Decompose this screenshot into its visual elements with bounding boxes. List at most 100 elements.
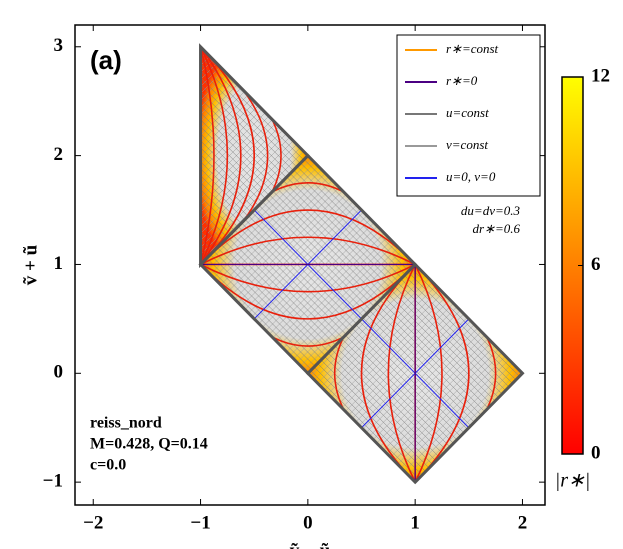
v-const-line [200,46,227,265]
v-const-line [0,156,105,374]
r-const-curve [200,46,255,265]
u-const-line [0,47,163,265]
r-const-curve [200,46,229,265]
r-const-curve [200,46,242,265]
region-border [199,43,310,269]
u-const-line [597,264,623,482]
x-tick-label: −1 [190,512,210,533]
u-const-line [548,264,623,482]
y-tick-label: 3 [54,35,64,56]
v-const-line [0,47,135,265]
annotation: dr∗=0.6 [473,221,521,236]
u-const-line [604,264,623,482]
u-const-line [618,264,623,482]
v-const-line [0,156,7,374]
u-const-line [545,156,623,374]
v-const-line [0,156,84,374]
v-const-line [200,46,220,265]
legend: r∗=const r∗=0 u=const v=const u=0, v=0 [396,34,541,197]
v-const-line [200,46,308,265]
x-axis-label: ṽ − ũ [290,540,331,549]
v-const-line [365,264,523,483]
v-const-line [0,47,177,265]
u-const-line [0,156,84,374]
v-const-line [307,264,451,483]
v-const-line [0,47,198,265]
u-const-line [0,47,177,265]
v-const-line [604,264,623,482]
v-const-line [407,264,523,483]
u-const-line [611,264,623,482]
u-const-line [0,156,105,374]
u-const-line [601,156,623,374]
v-const-line [608,156,623,374]
v-const-line [372,264,523,483]
v-const-line [200,46,255,265]
v-const-line [400,264,523,483]
x-tick-label: 1 [410,512,420,533]
v-const-line [548,264,623,482]
x-tick-label: 0 [303,512,313,533]
v-const-line [200,46,308,265]
v-const-line [200,46,308,265]
v-const-line [307,264,430,483]
v-const-line [307,264,465,483]
v-const-line [351,264,523,483]
u-const-line [0,47,191,265]
v-const-line [615,156,623,374]
u-const-line [200,155,232,374]
v-const-line [0,47,170,265]
x-tick-label: −2 [83,512,103,533]
colorbar-tick-label: 6 [591,254,601,275]
r-const-curve [200,236,416,266]
v-const-line [0,264,100,482]
v-const-line [200,46,213,265]
v-const-line [545,156,623,374]
u-const-line [200,46,206,265]
u-const-line [0,47,142,265]
v-const-line [200,46,308,265]
panel-label: (a) [90,45,122,75]
u-const-line [0,47,198,265]
legend-label: u=0, v=0 [446,169,496,184]
y-tick-label: 2 [54,144,64,165]
u-const-line [608,156,623,374]
colorbar-tick-label: 12 [591,65,610,86]
y-tick-label: 0 [54,362,64,383]
u-const-line [583,264,623,482]
u-const-line [200,46,269,265]
legend-box [396,34,541,197]
u-const-line [200,46,227,265]
u-const-line [200,46,248,265]
v-const-line [307,264,458,483]
v-const-line [580,156,623,374]
v-const-line [200,46,248,265]
v-const-line [0,47,100,265]
v-const-line [0,47,191,265]
info-text: c=0.0 [90,457,126,474]
u-const-line [0,47,100,265]
info-text: reiss_nord [90,415,162,432]
annotation: du=dv=0.3 [461,203,521,218]
v-const-line [200,46,269,265]
v-const-line [0,156,98,374]
v-const-line [307,264,479,483]
info-text: M=0.428, Q=0.14 [90,436,208,453]
v-const-line [200,46,308,265]
v-const-line [601,156,623,374]
legend-label: r∗=const [446,41,499,56]
u-const-line [0,156,14,374]
r-const-curve [414,264,443,483]
u-const-line [200,46,241,265]
u-const-line [0,47,184,265]
u-const-line [0,156,98,374]
v-const-line [200,46,308,265]
y-axis-label: ṽ + ũ [20,244,41,285]
v-const-line [611,264,623,482]
u-const-line [0,156,21,374]
u-const-line [200,46,255,265]
v-const-line [200,46,308,265]
v-const-line [0,47,163,265]
v-const-line [200,46,308,265]
r-const-curve [414,264,470,483]
